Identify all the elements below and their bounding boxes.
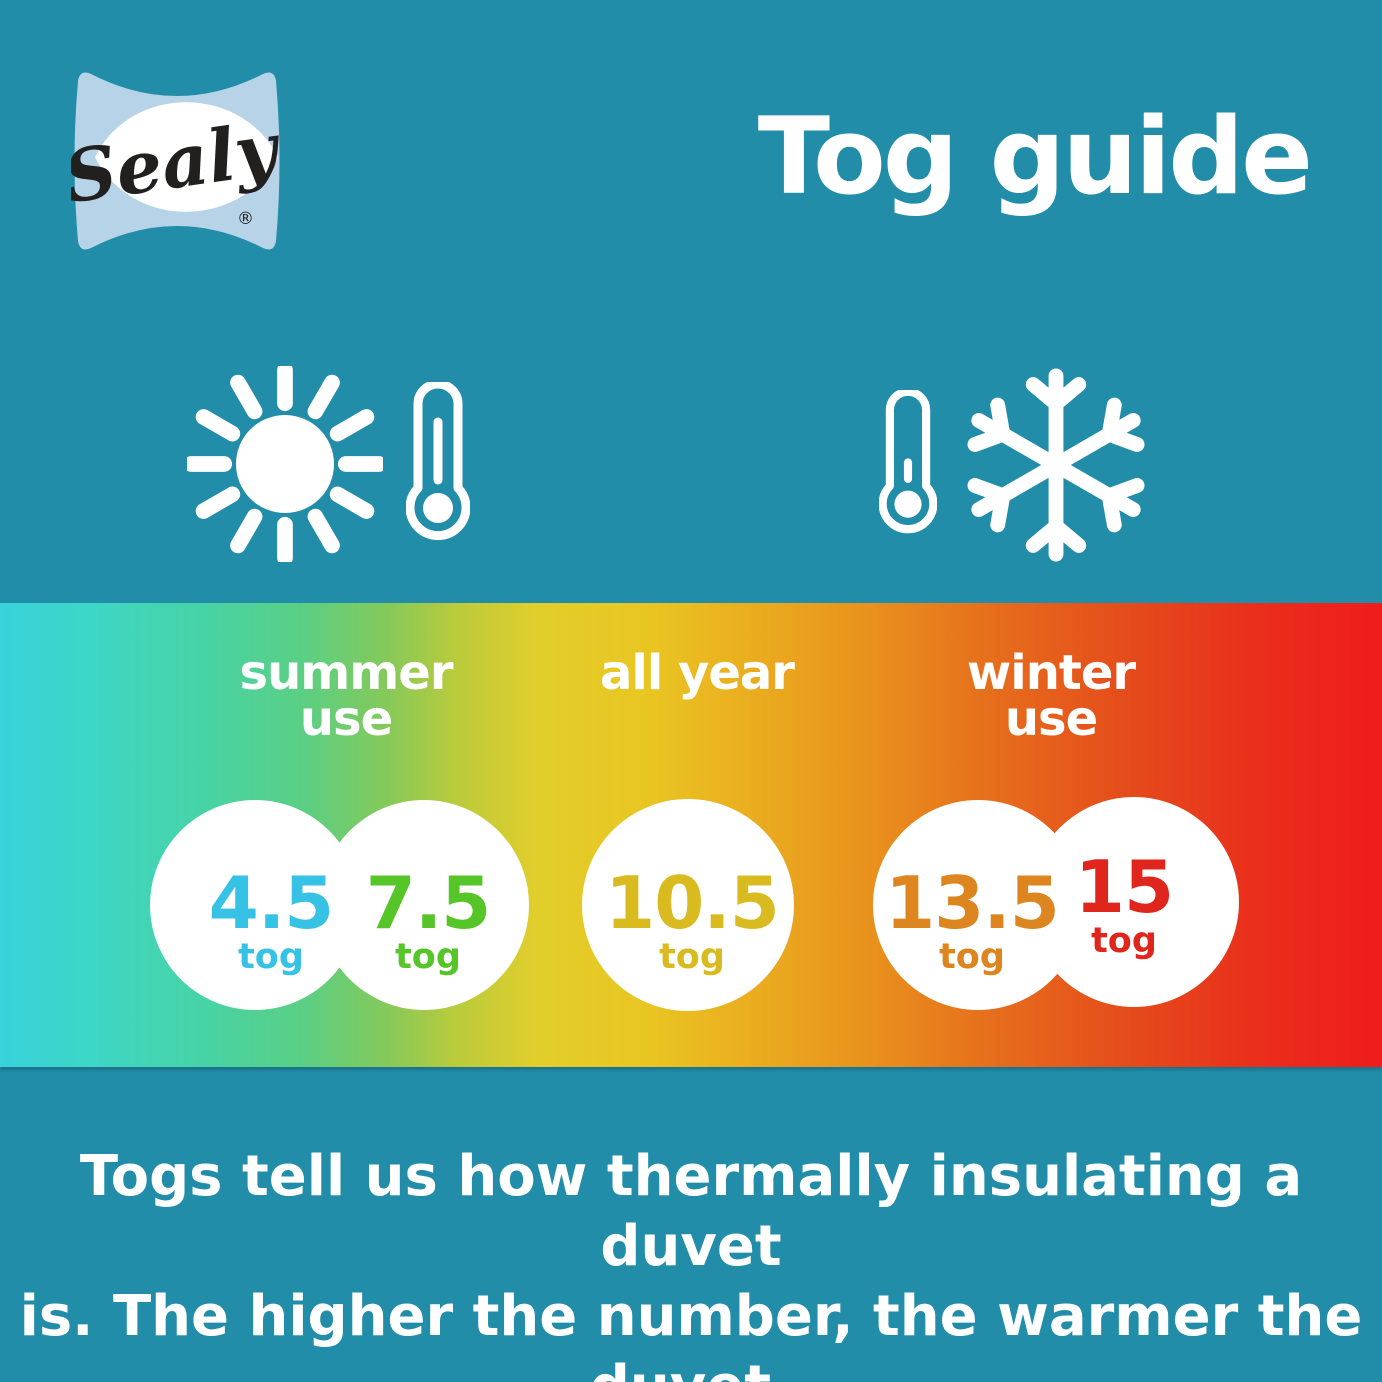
- caption-text: Togs tell us how thermally insulating a …: [0, 1142, 1382, 1382]
- tog-value: 7.5: [365, 861, 492, 945]
- tog-rating-7-5: 7.5 tog: [365, 861, 492, 977]
- tog-unit: tog: [395, 937, 461, 977]
- band-label-all-year: all year: [600, 645, 795, 701]
- tog-circle: [1029, 797, 1239, 1007]
- label-line: use: [1004, 691, 1098, 747]
- tog-unit: tog: [659, 937, 725, 977]
- label-line: summer: [239, 645, 454, 701]
- logo-lens-shape: [95, 102, 278, 212]
- label-line: all year: [600, 645, 795, 701]
- sealy-logo: Sealy ®: [71, 72, 283, 250]
- tog-value: 15: [1074, 845, 1174, 929]
- caption-line: duvet.: [0, 1352, 1382, 1382]
- band-label-summer-use: summer use: [239, 645, 454, 747]
- tog-rating-10-5: 10.5 tog: [605, 861, 780, 977]
- tog-rating-13-5: 13.5 tog: [885, 861, 1060, 977]
- thermometer-cold-icon: [879, 390, 937, 534]
- tog-unit: tog: [1091, 921, 1157, 961]
- tog-value: 10.5: [605, 861, 780, 945]
- tog-circle: [319, 800, 529, 1010]
- registered-mark-icon: ®: [237, 209, 254, 229]
- tog-value: 13.5: [885, 861, 1060, 945]
- snowflake-icon: [967, 368, 1145, 562]
- tog-rating-15: 15 tog: [1074, 845, 1174, 961]
- tog-circle: [582, 799, 794, 1011]
- caption-line: is. The higher the number, the warmer th…: [19, 1284, 1363, 1349]
- tog-value: 4.5: [208, 861, 335, 945]
- band-label-winter-use: winter use: [966, 645, 1136, 747]
- page-title: Tog guide: [757, 95, 1313, 218]
- tog-unit: tog: [939, 937, 1005, 977]
- label-line: winter: [966, 645, 1136, 701]
- tog-rating-4-5: 4.5 tog: [208, 861, 335, 977]
- tog-band: summer use all year winter use 4.5 tog 7…: [0, 603, 1382, 1067]
- caption-line: Togs tell us how thermally insulating a …: [79, 1144, 1303, 1279]
- label-line: use: [299, 691, 393, 747]
- thermometer-hot-icon: [406, 382, 470, 541]
- tog-unit: tog: [238, 937, 304, 977]
- sun-icon: [187, 366, 383, 562]
